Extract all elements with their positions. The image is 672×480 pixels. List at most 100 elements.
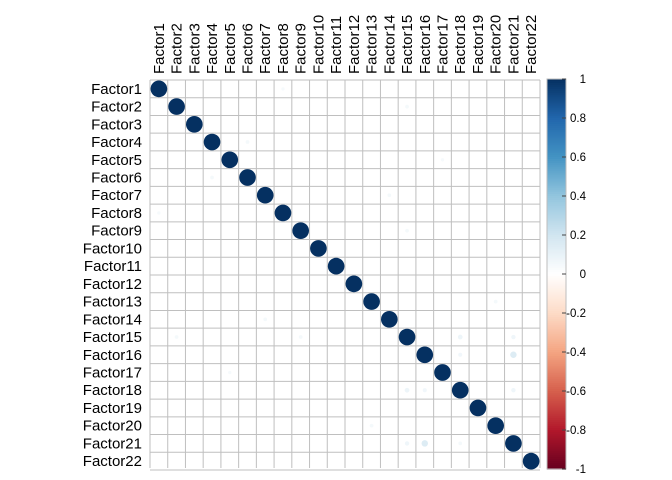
colorbar-segment <box>547 172 566 176</box>
colorbar-segment <box>547 250 566 254</box>
correlation-circle <box>511 388 516 393</box>
colorbar-segment <box>547 332 566 336</box>
correlation-circle <box>310 240 327 257</box>
correlation-circle <box>522 452 540 470</box>
colorbar-segment <box>547 303 566 306</box>
colorbar-segment <box>547 340 566 343</box>
colorbar-segment <box>547 166 566 170</box>
colorbar-segment <box>547 283 566 287</box>
correlation-circle <box>221 151 239 169</box>
colorbar-segment <box>547 309 566 312</box>
colorbar-segment <box>547 400 566 404</box>
colorbar-segment <box>547 342 566 345</box>
colorbar-segment <box>547 114 566 117</box>
colorbar-segment <box>547 108 566 111</box>
correlation-circle <box>263 317 268 322</box>
colorbar-segment <box>547 219 566 222</box>
colorbar-segment <box>547 233 566 236</box>
matrix-grid <box>149 79 541 471</box>
colorbar-tick-label: -1 <box>576 464 586 476</box>
colorbar-segment <box>547 316 566 320</box>
colorbar-segment <box>547 408 566 412</box>
colorbar-segment <box>547 207 566 211</box>
colorbar-segment <box>547 110 566 113</box>
column-label: Factor19 <box>470 15 487 74</box>
colorbar-segment <box>547 359 566 363</box>
column-label: Factor6 <box>240 23 257 74</box>
colorbar-segment <box>547 238 566 242</box>
row-label: Factor21 <box>83 435 142 452</box>
correlation-circle <box>245 140 250 144</box>
colorbar-segment <box>547 291 566 295</box>
column-labels: Factor1 Factor2 Factor3 Factor4 Factor5 Facto… <box>151 15 540 74</box>
correlation-circle <box>469 399 487 417</box>
correlation-circle <box>369 423 374 428</box>
colorbar-segment <box>547 121 566 125</box>
correlation-circle <box>157 211 161 215</box>
column-label: Factor12 <box>346 15 363 74</box>
correlation-circle <box>511 334 516 340</box>
colorbar-segment <box>547 143 566 146</box>
colorbar-tick-label: -0.6 <box>566 386 586 398</box>
colorbar-segment <box>547 457 566 460</box>
colorbar-segment <box>547 182 566 185</box>
row-labels: Factor1Factor2Factor3Factor4Factor5Facto… <box>83 81 142 470</box>
colorbar-segment <box>547 254 566 258</box>
colorbar-segment <box>547 385 566 388</box>
colorbar-segment <box>547 137 566 141</box>
correlation-circle <box>510 351 517 359</box>
column-label: Factor15 <box>399 15 416 74</box>
colorbar-segment <box>547 365 566 369</box>
colorbar-segment <box>547 240 566 244</box>
colorbar-segment <box>547 98 566 102</box>
colorbar-segment <box>547 184 566 187</box>
colorbar-segment <box>547 96 566 100</box>
colorbar-segment <box>547 293 566 297</box>
correlation-circle <box>421 440 429 447</box>
column-label: Factor16 <box>417 15 434 74</box>
column-label: Factor21 <box>505 15 522 74</box>
row-label: Factor14 <box>83 311 142 328</box>
colorbar-segment <box>547 320 566 324</box>
colorbar-segment <box>547 437 566 441</box>
colorbar-segment <box>547 217 566 220</box>
colorbar-segment <box>547 155 566 158</box>
colorbar-segment <box>547 188 566 191</box>
colorbar-segment <box>547 414 566 417</box>
colorbar-segment <box>547 231 566 234</box>
colorbar-segment <box>547 180 566 183</box>
colorbar-segment <box>547 281 566 285</box>
colorbar-segment <box>547 275 566 279</box>
colorbar-segment <box>547 357 566 361</box>
row-label: Factor20 <box>83 418 142 435</box>
colorbar-segment <box>547 369 566 373</box>
colorbar-segment <box>547 174 566 178</box>
colorbar-segment <box>547 279 566 283</box>
colorbar-segment <box>547 102 566 105</box>
colorbar-segment <box>547 355 566 359</box>
colorbar-segment <box>547 467 566 470</box>
colorbar-segment <box>547 80 566 84</box>
colorbar-segment <box>547 455 566 458</box>
column-label: Factor8 <box>275 23 292 74</box>
correlation-circle <box>281 87 285 91</box>
colorbar-segment <box>547 463 566 466</box>
colorbar-segment <box>547 100 566 103</box>
colorbar-segment <box>547 449 566 453</box>
colorbar-segment <box>547 194 566 197</box>
colorbar-segment <box>547 330 566 334</box>
row-label: Factor22 <box>83 453 142 470</box>
row-label: Factor15 <box>83 329 142 346</box>
colorbar-segment <box>547 118 566 121</box>
column-label: Factor20 <box>488 15 505 74</box>
colorbar-segment <box>547 266 566 269</box>
column-label: Factor17 <box>435 15 452 74</box>
colorbar-segment <box>547 135 566 139</box>
colorbar-segment <box>547 242 566 246</box>
colorbar-segment <box>547 190 566 193</box>
colorbar-segment <box>547 424 566 427</box>
colorbar-segment <box>547 88 566 92</box>
colorbar-segment <box>547 125 566 129</box>
colorbar-segment <box>547 227 566 230</box>
column-label: Factor5 <box>222 23 239 74</box>
